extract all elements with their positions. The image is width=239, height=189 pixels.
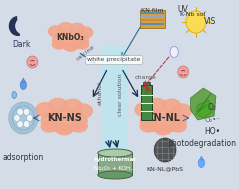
Text: KN-NL: KN-NL <box>146 113 180 123</box>
Text: O₂: O₂ <box>208 104 217 112</box>
Polygon shape <box>98 153 132 175</box>
Circle shape <box>30 126 33 129</box>
Circle shape <box>22 129 25 132</box>
Ellipse shape <box>58 23 73 34</box>
Ellipse shape <box>162 99 181 113</box>
Text: K-Nb sol: K-Nb sol <box>180 12 205 16</box>
Polygon shape <box>200 156 203 160</box>
Text: VIS: VIS <box>203 18 216 26</box>
Ellipse shape <box>41 121 58 132</box>
Circle shape <box>22 104 25 106</box>
Ellipse shape <box>49 98 67 112</box>
Ellipse shape <box>56 124 73 135</box>
Ellipse shape <box>173 104 191 118</box>
Ellipse shape <box>49 26 63 37</box>
Circle shape <box>17 108 23 115</box>
Ellipse shape <box>12 91 16 98</box>
Circle shape <box>27 56 38 68</box>
Text: calcine: calcine <box>75 44 95 62</box>
Polygon shape <box>141 85 152 120</box>
Circle shape <box>14 107 16 110</box>
Polygon shape <box>140 10 165 28</box>
Text: KNbO₃: KNbO₃ <box>57 33 84 43</box>
Circle shape <box>14 126 16 129</box>
Circle shape <box>154 138 176 162</box>
Polygon shape <box>102 45 127 155</box>
Text: Nb₂O₅ + KOH....: Nb₂O₅ + KOH.... <box>94 167 136 171</box>
Polygon shape <box>196 100 212 118</box>
Circle shape <box>23 121 30 128</box>
Text: O₂•⁻: O₂•⁻ <box>204 117 220 123</box>
Circle shape <box>186 11 206 33</box>
Ellipse shape <box>170 46 178 57</box>
Text: KN-NL@PbS: KN-NL@PbS <box>147 166 184 171</box>
Text: HO•: HO• <box>204 128 220 136</box>
Text: ethanol: ethanol <box>98 81 103 105</box>
Ellipse shape <box>41 110 87 132</box>
Wedge shape <box>9 16 20 36</box>
Ellipse shape <box>71 121 87 132</box>
Ellipse shape <box>53 31 89 49</box>
Ellipse shape <box>64 42 77 51</box>
Ellipse shape <box>78 27 93 38</box>
Ellipse shape <box>70 23 84 34</box>
Ellipse shape <box>53 40 66 49</box>
Text: KN-NS: KN-NS <box>47 113 82 123</box>
Text: KN film: KN film <box>141 8 164 13</box>
Circle shape <box>27 115 33 122</box>
Ellipse shape <box>155 124 172 135</box>
Circle shape <box>23 108 30 115</box>
Circle shape <box>14 115 20 122</box>
Ellipse shape <box>169 121 186 132</box>
Ellipse shape <box>74 104 92 118</box>
Circle shape <box>17 121 23 128</box>
Ellipse shape <box>98 149 132 157</box>
Text: UV: UV <box>178 5 189 15</box>
Text: white precipitate: white precipitate <box>87 57 141 63</box>
Text: clear solution: clear solution <box>118 74 123 116</box>
Circle shape <box>34 116 37 119</box>
Ellipse shape <box>198 159 205 167</box>
Circle shape <box>12 106 34 130</box>
Circle shape <box>30 107 33 110</box>
Ellipse shape <box>140 110 186 132</box>
Ellipse shape <box>135 103 154 117</box>
Ellipse shape <box>20 81 27 90</box>
Text: adsorption: adsorption <box>3 153 44 161</box>
Circle shape <box>9 102 38 134</box>
Ellipse shape <box>140 121 157 132</box>
Ellipse shape <box>63 99 82 113</box>
Circle shape <box>15 18 30 34</box>
Ellipse shape <box>76 40 89 49</box>
Polygon shape <box>22 78 25 82</box>
Circle shape <box>178 66 189 78</box>
Text: charge: charge <box>135 75 157 81</box>
Ellipse shape <box>36 103 55 117</box>
Ellipse shape <box>147 98 166 112</box>
Polygon shape <box>190 88 216 120</box>
Text: Dark: Dark <box>12 40 31 49</box>
Polygon shape <box>143 82 150 85</box>
Text: photodegradation: photodegradation <box>167 139 236 147</box>
Text: hydrothermal: hydrothermal <box>94 157 136 163</box>
Circle shape <box>10 116 13 119</box>
Ellipse shape <box>98 171 132 179</box>
